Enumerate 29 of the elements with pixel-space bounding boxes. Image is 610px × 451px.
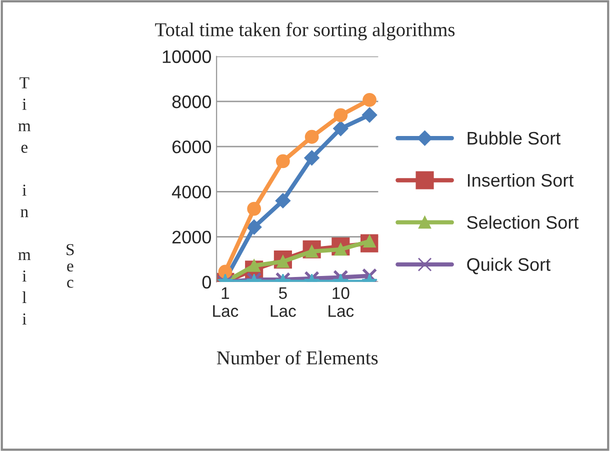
point: [246, 220, 262, 235]
point: [362, 268, 378, 282]
x-axis-title: Number of Elements: [216, 350, 378, 364]
point: [333, 270, 348, 282]
legend-label: Insertion Sort: [468, 173, 574, 187]
point: [304, 130, 319, 144]
y-tick-label: 2000: [172, 230, 211, 244]
y-tick-label: 0: [202, 276, 211, 289]
point: [276, 154, 290, 168]
chart-title: Total time taken for sorting algorithms: [155, 22, 455, 40]
x-tick-label: 10 Lac: [328, 287, 354, 317]
x-tick-label: 5 Lac: [270, 287, 296, 317]
point: [334, 108, 348, 122]
point: [333, 120, 348, 136]
text: Time in mili Sec: [18, 77, 74, 324]
legend-label: Bubble Sort: [468, 131, 561, 145]
point: [362, 92, 376, 107]
legend-label: Quick Sort: [467, 258, 550, 274]
point: [362, 107, 378, 123]
x-tick-label: 1 Lac: [213, 287, 238, 317]
point: [247, 202, 262, 216]
point: [218, 264, 232, 279]
point: [304, 150, 320, 166]
point: [275, 193, 291, 208]
y-tick-label: 10000: [162, 50, 211, 64]
y-tick-label: 4000: [172, 186, 211, 198]
legend-label: Selection Sort: [467, 216, 579, 229]
y-tick-label: 6000: [172, 140, 211, 154]
y-tick-label: 8000: [172, 95, 211, 108]
